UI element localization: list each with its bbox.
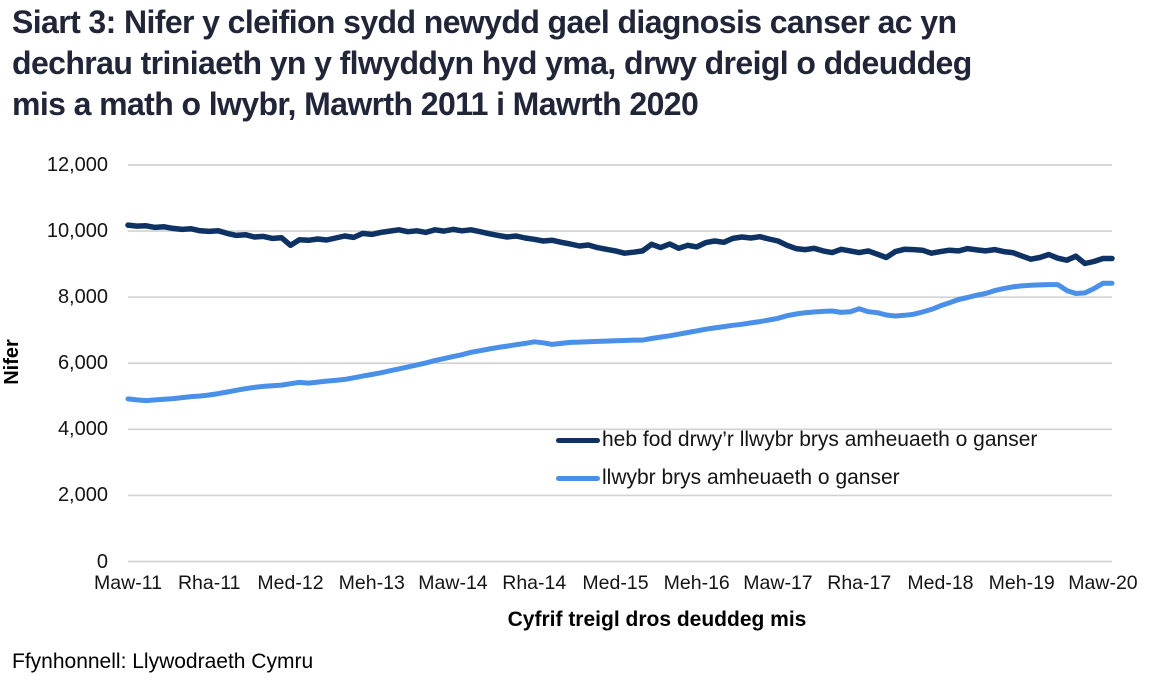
x-tick-label: Maw-14: [418, 572, 488, 594]
x-tick-label: Med-12: [257, 572, 324, 594]
x-tick-label: Meh-16: [663, 572, 730, 594]
y-tick-label: 0: [96, 550, 108, 573]
x-tick-label: Meh-19: [988, 572, 1055, 594]
x-tick-label: Rha-11: [177, 572, 241, 594]
series-line-0: [125, 222, 1115, 267]
legend-line-swatch-light-blue: [556, 475, 600, 481]
x-tick-label: Meh-13: [338, 572, 405, 594]
y-tick-label: 2,000: [57, 484, 108, 507]
legend-label: heb fod drwy’r llwybr brys amheuaeth o g…: [602, 428, 1038, 451]
legend-line-swatch-dark-navy: [556, 437, 600, 443]
y-tick-label: 6,000: [57, 352, 108, 375]
y-tick-label: 10,000: [46, 220, 108, 243]
y-tick-label: 12,000: [46, 154, 108, 176]
y-tick-label: 8,000: [57, 286, 108, 309]
y-tick-label: 4,000: [57, 418, 108, 441]
x-tick-label: Med-15: [582, 572, 649, 594]
x-tick-label: Rha-17: [827, 572, 892, 594]
x-axis-title: Cyfrif treigl dros deuddeg mis: [507, 608, 807, 631]
x-tick-label: Maw-17: [743, 572, 813, 594]
chart-title: Siart 3: Nifer y cleifion sydd newydd ga…: [12, 2, 972, 125]
legend-item-urgent-route: llwybr brys amheuaeth o ganser: [556, 465, 900, 491]
x-tick-label: Maw-11: [94, 572, 162, 594]
x-tick-label: Med-18: [907, 572, 974, 594]
legend-item-non-urgent-route: heb fod drwy’r llwybr brys amheuaeth o g…: [556, 427, 1037, 453]
y-axis-title: Nifer: [1, 339, 23, 385]
x-tick-label: Maw-20: [1068, 572, 1138, 594]
legend-label: llwybr brys amheuaeth o ganser: [602, 466, 900, 489]
chart-title-line-1: Siart 3: Nifer y cleifion sydd newydd ga…: [12, 4, 957, 40]
source-note: Ffynhonnell: Llywodraeth Cymru: [12, 650, 314, 673]
x-tick-label: Rha-14: [502, 572, 567, 594]
chart-title-line-2: dechrau triniaeth yn y flwyddyn hyd yma,…: [12, 45, 972, 81]
chart-title-line-3: mis a math o lwybr, Mawrth 2011 i Mawrth…: [12, 86, 699, 122]
series-line-1: [125, 280, 1115, 404]
